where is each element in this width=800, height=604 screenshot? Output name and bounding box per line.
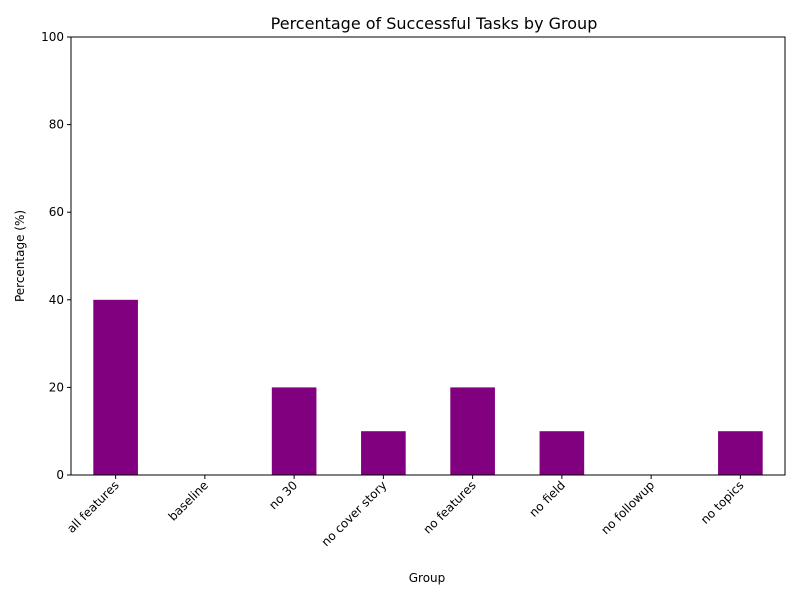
x-tick-label: no cover story	[319, 478, 390, 549]
x-tick-label: all features	[64, 478, 122, 536]
bar-no-30	[271, 387, 317, 475]
y-axis-label: Percentage (%)	[13, 210, 27, 302]
x-axis-label: Group	[409, 571, 446, 585]
y-tick-label: 60	[49, 205, 64, 219]
bar-no-topics	[718, 431, 763, 475]
bar-no-cover-story	[361, 431, 406, 475]
x-tick-label: no field	[527, 478, 568, 519]
plot-area: 0 20 40 60 80 100 all features baseline no 30 no …	[41, 30, 786, 549]
y-tick-label: 100	[41, 30, 64, 44]
x-tick-label: no topics	[698, 478, 747, 527]
bar-all-features	[93, 299, 138, 475]
bar-no-features	[450, 387, 495, 475]
y-tick-label: 80	[49, 118, 64, 132]
y-tick-label: 20	[49, 380, 64, 394]
x-tick-label: baseline	[166, 478, 211, 523]
y-tick-label: 0	[56, 468, 64, 482]
x-tick-label: no 30	[266, 478, 300, 512]
plot-frame	[70, 36, 786, 476]
x-tick-label: no features	[421, 478, 479, 536]
bar-no-field	[539, 431, 585, 475]
x-tick-label: no followup	[598, 478, 657, 537]
y-tick-label: 40	[49, 293, 64, 307]
chart-title: Percentage of Successful Tasks by Group	[271, 14, 598, 33]
